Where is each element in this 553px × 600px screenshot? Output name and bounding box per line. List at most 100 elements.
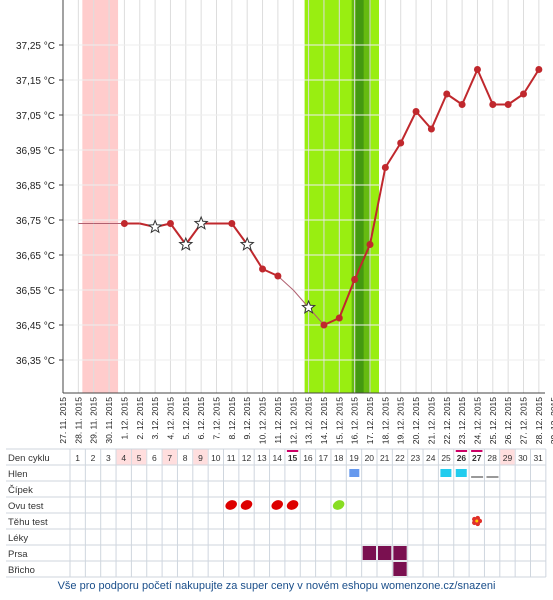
x-tick-label: 29. 12. 2015	[549, 397, 553, 445]
y-tick-label: 36,65 °C	[16, 251, 55, 262]
temperature-segment	[522, 68, 540, 95]
x-tick-label: 28. 11. 2015	[73, 397, 83, 444]
x-tick-label: 5. 12. 2015	[181, 397, 191, 440]
temperature-point[interactable]	[473, 66, 481, 73]
cycle-day-number[interactable]: 14	[272, 453, 282, 463]
x-tick-label: 26. 12. 2015	[503, 397, 513, 445]
ovu-test-positive[interactable]	[270, 498, 285, 511]
temperature-point[interactable]	[228, 220, 236, 227]
cycle-day-number[interactable]: 3	[106, 453, 111, 463]
cycle-day-number[interactable]: 2	[91, 453, 96, 463]
cycle-day-number[interactable]: 1	[75, 453, 80, 463]
cycle-day-number[interactable]: 6	[152, 453, 157, 463]
temperature-point-star[interactable]	[178, 236, 194, 251]
temperature-point[interactable]	[320, 321, 328, 329]
x-tick-label: 19. 12. 2015	[396, 397, 406, 445]
temperature-point[interactable]	[335, 314, 343, 322]
period-band	[82, 0, 119, 393]
temperature-point[interactable]	[166, 220, 174, 227]
cycle-day-number[interactable]: 7	[167, 453, 172, 463]
ovu-test-positive[interactable]	[224, 498, 239, 511]
x-tick-label: 23. 12. 2015	[457, 397, 467, 445]
temperature-point-star[interactable]	[147, 219, 163, 234]
y-tick-label: 36,45 °C	[16, 321, 55, 332]
cycle-row-label: Ovu test	[8, 501, 44, 512]
cycle-day-number[interactable]: 16	[303, 453, 313, 463]
temperature-point[interactable]	[504, 101, 512, 108]
ovu-test-negative[interactable]	[331, 498, 346, 511]
temperature-segment	[476, 69, 494, 105]
cycle-day-number[interactable]: 8	[183, 453, 188, 463]
temperature-point[interactable]	[520, 90, 527, 98]
cycle-row-label: Hlen	[8, 469, 28, 480]
cycle-day-number[interactable]: 21	[380, 453, 390, 463]
prsa-mark[interactable]	[393, 546, 407, 560]
cycle-row-label: Den cyklu	[8, 453, 50, 464]
temperature-point[interactable]	[535, 66, 543, 73]
temperature-point-star[interactable]	[239, 236, 255, 251]
temperature-segment	[231, 222, 249, 246]
x-tick-label: 29. 11. 2015	[89, 397, 99, 444]
x-tick-label: 28. 12. 2015	[534, 397, 544, 445]
prsa-mark[interactable]	[362, 546, 376, 560]
cycle-day-number[interactable]: 27	[472, 453, 482, 463]
x-tick-label: 17. 12. 2015	[365, 397, 375, 445]
cycle-row-label: Břicho	[8, 565, 35, 576]
cycle-day-number[interactable]: 23	[411, 453, 421, 463]
temperature-point-star[interactable]	[301, 299, 317, 314]
x-tick-label: 11. 12. 2015	[273, 397, 283, 444]
ovu-test-positive[interactable]	[239, 498, 254, 511]
cycle-day-number[interactable]: 10	[211, 453, 221, 463]
cycle-day-number[interactable]: 24	[426, 453, 436, 463]
y-tick-label: 37,05 °C	[16, 111, 55, 122]
ovu-test-positive[interactable]	[285, 498, 300, 511]
cycle-day-number[interactable]: 5	[137, 453, 142, 463]
cycle-day-number[interactable]: 31	[533, 453, 543, 463]
cycle-day-number[interactable]: 25	[441, 453, 451, 463]
cycle-day-number[interactable]: 28	[487, 453, 497, 463]
temperature-point[interactable]	[443, 90, 451, 98]
temperature-point[interactable]	[351, 276, 359, 283]
cycle-day-number[interactable]: 9	[198, 453, 203, 463]
hlen-mark-cyan[interactable]	[440, 469, 452, 477]
temperature-point-star[interactable]	[193, 215, 209, 230]
temperature-point[interactable]	[397, 139, 405, 147]
cycle-day-number[interactable]: 29	[503, 453, 513, 463]
flower-icon[interactable]	[475, 519, 479, 523]
cycle-day-number[interactable]: 17	[319, 453, 329, 463]
temperature-point[interactable]	[412, 108, 420, 115]
x-tick-label: 6. 12. 2015	[196, 397, 206, 440]
temperature-point[interactable]	[458, 101, 466, 108]
cycle-day-number[interactable]: 15	[288, 453, 298, 463]
cycle-day-number[interactable]: 12	[242, 453, 252, 463]
temperature-segment	[415, 110, 433, 130]
temperature-point[interactable]	[259, 265, 267, 273]
period-day-cell	[116, 449, 131, 465]
cycle-day-number[interactable]: 26	[457, 453, 467, 463]
temperature-point[interactable]	[366, 241, 374, 248]
cycle-day-number[interactable]: 30	[518, 453, 528, 463]
hlen-mark-blue[interactable]	[349, 469, 360, 477]
hlen-mark-gray[interactable]	[471, 476, 484, 478]
temperature-segment	[461, 69, 479, 105]
hlen-mark-gray[interactable]	[486, 476, 499, 478]
cycle-day-number[interactable]: 13	[257, 453, 267, 463]
temperature-point[interactable]	[274, 272, 282, 280]
hlen-mark-cyan[interactable]	[455, 469, 467, 477]
temperature-point[interactable]	[381, 164, 389, 171]
temperature-point[interactable]	[489, 101, 497, 108]
prsa-mark[interactable]	[378, 546, 392, 560]
cycle-day-number[interactable]: 4	[121, 453, 126, 463]
cycle-day-number[interactable]: 20	[365, 453, 375, 463]
temperature-point[interactable]	[120, 220, 128, 227]
temperature-chart: 37,25 °C 37,15 °C 37,05 °C 36,95 °C 36,85 °C…	[6, 0, 553, 578]
x-tick-label: 1. 12. 2015	[119, 397, 129, 440]
cycle-day-number[interactable]: 11	[227, 453, 236, 463]
bricho-mark[interactable]	[393, 562, 407, 576]
cycle-day-number[interactable]: 19	[349, 453, 359, 463]
cycle-day-number[interactable]: 22	[395, 453, 405, 463]
temperature-point[interactable]	[427, 125, 435, 133]
cycle-day-number[interactable]: 18	[334, 453, 344, 463]
footer-promo-link[interactable]: Vše pro podporu početí nakupujte za supe…	[57, 580, 496, 592]
